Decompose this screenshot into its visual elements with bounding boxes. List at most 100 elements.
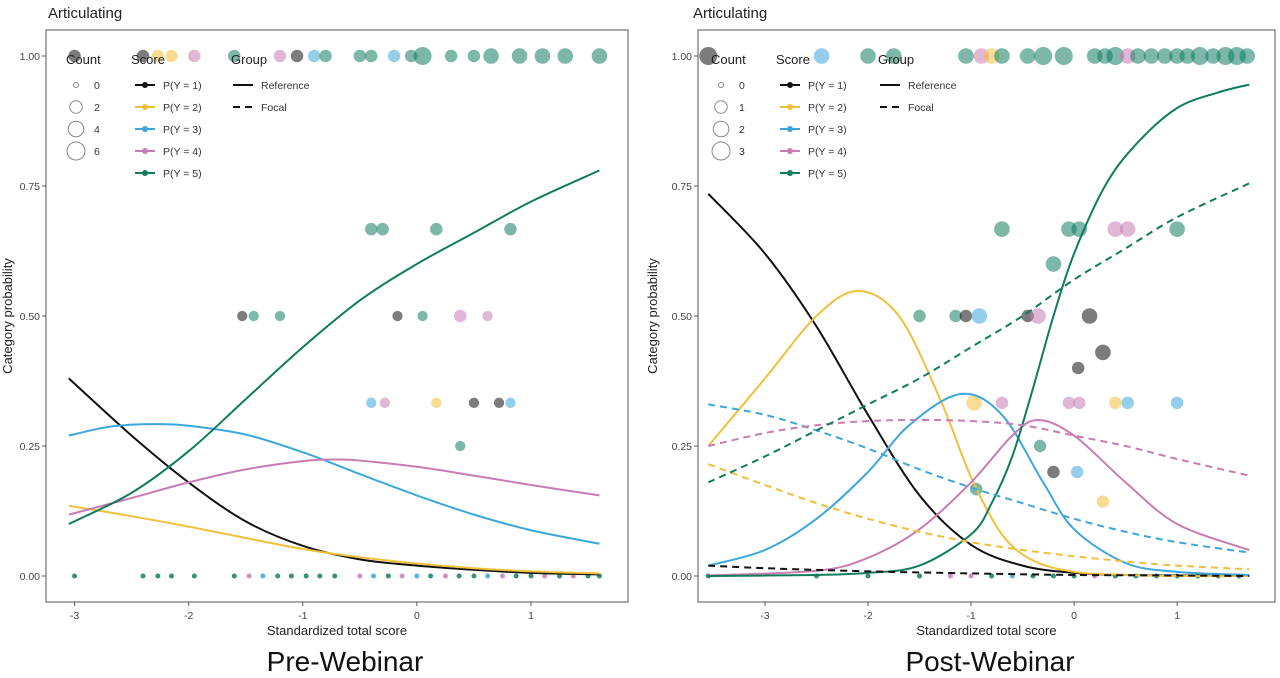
data-point bbox=[191, 573, 197, 579]
series-line bbox=[707, 182, 1250, 484]
legend-score-label: P(Y = 2) bbox=[163, 102, 202, 114]
series-line bbox=[68, 504, 600, 575]
series-line bbox=[708, 418, 1250, 477]
data-point bbox=[273, 49, 287, 63]
data-point bbox=[155, 573, 161, 579]
data-point bbox=[1034, 47, 1053, 65]
legend-count-label: 3 bbox=[739, 146, 745, 158]
data-point bbox=[534, 48, 551, 64]
legend-score-label: P(Y = 1) bbox=[163, 80, 202, 92]
data-point bbox=[947, 573, 953, 579]
data-point bbox=[1071, 361, 1085, 375]
y-tick-label: 0.75 bbox=[672, 181, 693, 193]
data-point bbox=[237, 310, 248, 322]
legend-count-key bbox=[67, 120, 85, 138]
legend-count-label: 1 bbox=[739, 102, 745, 114]
data-point bbox=[499, 573, 505, 579]
data-point bbox=[392, 310, 403, 322]
data-point bbox=[1062, 396, 1076, 410]
data-point bbox=[260, 573, 266, 579]
data-point bbox=[1033, 439, 1047, 453]
data-point bbox=[949, 309, 962, 323]
series-line bbox=[708, 392, 1250, 576]
data-point bbox=[699, 47, 718, 65]
data-point bbox=[413, 47, 432, 65]
legend-count-label: 2 bbox=[739, 124, 745, 136]
data-point bbox=[136, 49, 150, 63]
data-point bbox=[387, 49, 401, 63]
data-point bbox=[485, 573, 491, 579]
data-point bbox=[288, 573, 294, 579]
data-point bbox=[453, 309, 467, 323]
data-point bbox=[1121, 396, 1134, 410]
data-point bbox=[428, 573, 434, 579]
legend-count-key bbox=[73, 82, 79, 88]
legend-count-key bbox=[69, 100, 83, 114]
legend-count-label: 2 bbox=[94, 102, 100, 114]
data-point bbox=[385, 573, 391, 579]
data-point bbox=[414, 573, 420, 579]
data-point bbox=[994, 221, 1010, 237]
y-tick-label: 0.75 bbox=[20, 181, 41, 193]
pre-webinar-chart: 0.00 0.25 0.50 0.75 1.00 -3 -2 -1 0 1 Standardized… bbox=[0, 29, 629, 638]
data-point bbox=[968, 573, 974, 579]
data-point bbox=[865, 573, 871, 579]
data-point bbox=[188, 49, 201, 63]
data-point bbox=[860, 48, 876, 64]
data-point bbox=[1106, 47, 1125, 65]
data-point bbox=[366, 397, 377, 408]
data-point bbox=[1109, 396, 1122, 410]
data-point bbox=[505, 397, 516, 408]
data-point bbox=[444, 49, 458, 63]
legend-score-dot bbox=[142, 126, 148, 132]
data-point bbox=[1095, 344, 1111, 361]
data-point bbox=[1047, 465, 1060, 479]
data-point bbox=[504, 222, 517, 236]
legend-score-label: P(Y = 3) bbox=[163, 124, 202, 136]
y-tick-label: 0.50 bbox=[20, 311, 41, 323]
data-point bbox=[1021, 309, 1034, 323]
y-axis-label: Category probability bbox=[0, 258, 15, 374]
data-point bbox=[1205, 48, 1221, 64]
legend-score-dot bbox=[142, 170, 148, 176]
series-line bbox=[68, 423, 600, 545]
legend-group-label: Reference bbox=[908, 80, 957, 92]
legend-count-title: Count bbox=[66, 52, 101, 67]
series-line bbox=[68, 169, 600, 525]
data-point bbox=[1119, 221, 1136, 237]
data-point bbox=[399, 573, 405, 579]
post-webinar-chart: 0.00 0.25 0.50 0.75 1.00 -3 -2 -1 0 1 Standardized… bbox=[645, 29, 1276, 638]
x-tick-label: -3 bbox=[760, 610, 769, 622]
legend-score-dot bbox=[142, 104, 148, 110]
data-point bbox=[1169, 221, 1185, 237]
data-point bbox=[364, 222, 378, 236]
legend-count-key bbox=[714, 100, 728, 114]
data-point bbox=[228, 49, 241, 63]
data-point bbox=[357, 573, 363, 579]
series-line bbox=[68, 458, 600, 516]
series-line bbox=[707, 290, 1250, 578]
data-point bbox=[995, 396, 1009, 410]
legend-group-label: Reference bbox=[261, 80, 310, 92]
y-tick-label: 1.00 bbox=[20, 51, 41, 63]
legend-score-label: P(Y = 3) bbox=[808, 124, 847, 136]
data-point bbox=[456, 573, 462, 579]
data-point bbox=[966, 395, 982, 411]
data-point bbox=[1050, 573, 1056, 579]
data-point bbox=[1019, 48, 1036, 64]
data-point bbox=[482, 310, 493, 322]
legend-score-dot bbox=[787, 126, 793, 132]
data-point bbox=[1072, 396, 1086, 410]
legend-score-label: P(Y = 1) bbox=[808, 80, 847, 92]
y-tick-label: 0.00 bbox=[672, 571, 693, 583]
series-line bbox=[68, 377, 600, 576]
data-point bbox=[68, 49, 81, 63]
data-point bbox=[274, 310, 286, 322]
y-tick-label: 0.25 bbox=[672, 441, 693, 453]
data-point bbox=[471, 573, 477, 579]
data-point bbox=[994, 48, 1010, 64]
data-point bbox=[431, 397, 442, 408]
y-axis-label: Category probability bbox=[645, 258, 660, 374]
chart-title: Articulating bbox=[48, 5, 123, 22]
y-tick-label: 1.00 bbox=[672, 51, 693, 63]
